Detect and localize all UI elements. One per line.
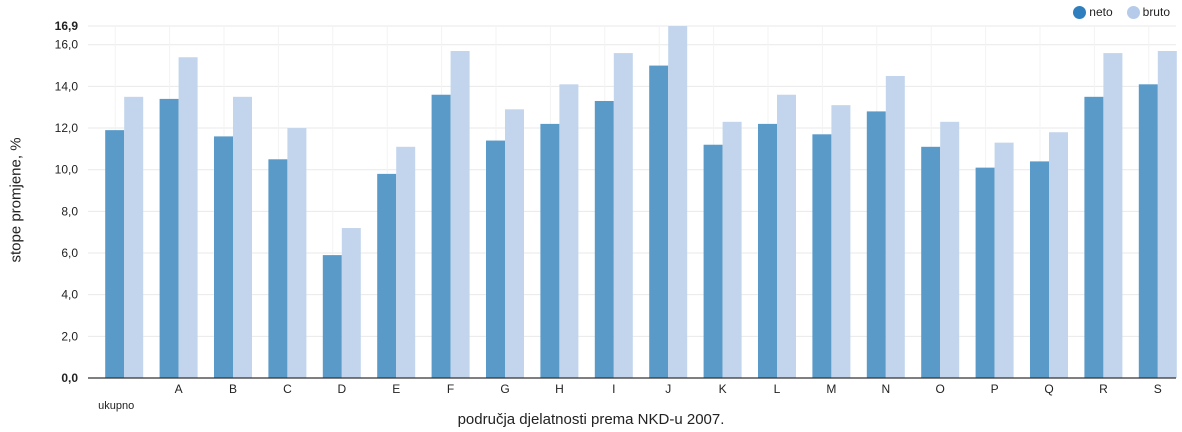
bar-bruto-E [396,146,416,378]
bar-neto-B [214,136,233,378]
x-tick-label-G: G [500,382,509,396]
x-tick-label-Q: Q [1044,382,1053,396]
legend-item-neto[interactable]: neto [1073,5,1113,19]
y-tick-label: 16,9 [55,19,79,33]
x-tick-label-D: D [337,382,346,396]
bar-bruto-I [613,53,633,378]
y-tick-label: 8,0 [61,204,78,218]
bar-bruto-B [233,96,252,379]
x-tick-label-F: F [447,382,454,396]
x-tick-label-N: N [881,382,890,396]
bar-neto-J [649,65,669,378]
bar-neto-L [758,123,777,378]
y-tick-label: 2,0 [61,329,78,343]
legend-swatch-neto [1073,5,1087,19]
bar-bruto-ukupno [124,96,144,379]
bar-neto-N [866,111,886,378]
bar-bruto-Q [1049,132,1068,378]
bar-neto-C [268,159,288,378]
bar-bruto-A [178,57,198,378]
bar-bruto-L [777,94,796,378]
legend-swatch-bruto [1126,5,1140,19]
bar-bruto-R [1103,53,1123,378]
x-axis-label: područja djelatnosti prema NKD-u 2007. [457,411,725,428]
bar-neto-ukupno [105,130,125,378]
bar-neto-S [1138,84,1158,379]
bar-bruto-J [668,26,688,378]
x-tick-label-H: H [555,382,564,396]
bar-bruto-K [722,121,742,378]
x-tick-label-I: I [612,382,615,396]
bar-bruto-F [450,50,470,379]
x-tick-label-M: M [826,382,836,396]
bar-neto-P [975,167,995,378]
bar-bruto-G [505,109,524,379]
bar-neto-K [703,144,723,378]
y-tick-label: 14,0 [55,79,79,93]
x-tick-label-S: S [1154,382,1162,396]
y-tick-label: 4,0 [61,288,78,302]
legend-label-bruto: bruto [1142,5,1170,19]
x-tick-label-K: K [719,382,727,396]
x-tick-label-P: P [991,382,999,396]
legend-item-bruto[interactable]: bruto [1126,5,1170,19]
bar-bruto-C [287,128,307,378]
bar-neto-E [377,173,397,378]
bar-neto-M [812,134,832,378]
bar-neto-D [322,255,342,378]
x-tick-label-L: L [774,382,781,396]
x-tick-label-R: R [1099,382,1108,396]
bar-bruto-H [559,84,579,379]
bars [105,26,1177,379]
y-axis: 0,0 2,0 4,0 6,0 8,0 10,0 12,0 14,0 16,0 16,9 [55,19,79,385]
bar-bruto-M [831,105,851,379]
bar-neto-F [431,94,451,378]
bar-bruto-N [885,75,905,379]
y-tick-label: 10,0 [55,163,79,177]
x-tick-label-O: O [936,382,945,396]
y-tick-label: 0,0 [61,371,78,385]
y-tick-label: 16,0 [55,38,79,52]
bar-neto-R [1084,96,1104,379]
x-tick-label-ukupno: ukupno [98,400,134,412]
bar-neto-I [594,100,614,379]
bar-neto-Q [1030,161,1049,378]
bar-bruto-O [940,121,960,378]
legend-label-neto: neto [1089,5,1113,19]
bar-bruto-S [1157,50,1177,379]
y-tick-label: 6,0 [61,246,78,260]
bar-neto-G [486,140,505,378]
bar-bruto-P [994,142,1014,378]
x-tick-label-B: B [229,382,237,396]
bar-neto-O [921,146,941,378]
x-tick-label-J: J [665,382,671,396]
bar-neto-A [159,98,179,378]
legend: neto bruto [1073,5,1170,19]
x-tick-label-C: C [283,382,292,396]
bar-bruto-D [341,228,361,378]
bar-neto-H [540,123,560,378]
x-tick-label-A: A [175,382,183,396]
y-tick-label: 12,0 [55,121,79,135]
x-tick-label-E: E [392,382,400,396]
